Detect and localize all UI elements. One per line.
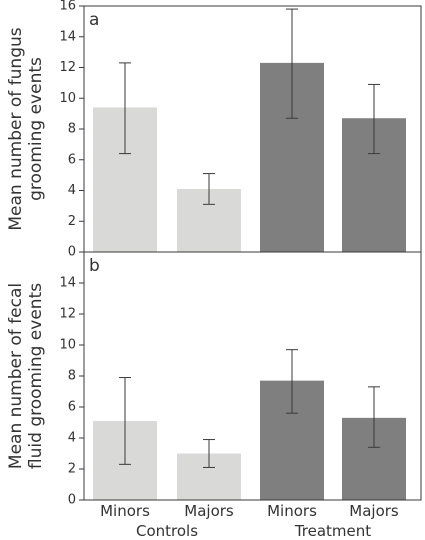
panel-label-b: b	[89, 256, 100, 276]
x-category-label-2: Majors	[184, 502, 234, 520]
error-bar-b-4	[368, 386, 380, 448]
x-group-label-treatment: Treatment	[294, 522, 371, 540]
error-bar-a-1	[119, 62, 131, 155]
y-axis-label-a-line2: grooming events	[26, 57, 46, 201]
error-bar-a-2	[203, 173, 215, 205]
y-axis-label-a-line1: Mean number of fungus	[6, 27, 26, 230]
error-bar-b-2	[203, 439, 215, 468]
error-bar-b-1	[119, 377, 131, 465]
y-tick-label: 4	[68, 183, 76, 198]
y-tick-label: 2	[68, 214, 76, 229]
error-bar-a-3	[286, 8, 298, 119]
x-axis-labels: Minors Majors Minors Majors Controls Treatmen…	[100, 502, 399, 540]
panel-label-a: a	[89, 10, 99, 30]
x-category-label-4: Majors	[349, 502, 399, 520]
error-bar-a-4	[368, 83, 380, 155]
y-tick-label: 6	[68, 400, 76, 415]
y-axis-label-b-line2: fluid grooming events	[26, 283, 46, 469]
y-tick-label: 10	[59, 91, 76, 106]
y-tick-label: 2	[68, 462, 76, 477]
y-tick-label: 16	[59, 0, 76, 14]
y-tick-label: 8	[68, 369, 76, 384]
error-bar-b-3	[286, 349, 298, 414]
y-tick-label: 12	[59, 307, 76, 322]
y-tick-label: 0	[68, 245, 76, 260]
y-tick-label: 14	[59, 29, 76, 44]
panel-a: 0 2 4 6 8 10 12 14 16 a Mean number of fungus groom…	[6, 0, 422, 260]
y-tick-label: 0	[68, 493, 76, 508]
x-group-label-controls: Controls	[136, 522, 198, 540]
x-category-label-3: Minors	[267, 502, 317, 520]
x-category-label-1: Minors	[100, 502, 150, 520]
y-tick-label: 10	[59, 338, 76, 353]
y-tick-label: 14	[59, 276, 76, 291]
y-tick-label: 8	[68, 122, 76, 137]
y-tick-label: 4	[68, 431, 76, 446]
y-axis-label-b-line1: Mean number of fecal	[6, 283, 26, 469]
y-tick-label: 6	[68, 152, 76, 167]
y-tick-label: 12	[59, 60, 76, 75]
panel-b: 0 2 4 6 8 10 12 14 b Mean number of fecal fluid gr…	[6, 251, 422, 508]
